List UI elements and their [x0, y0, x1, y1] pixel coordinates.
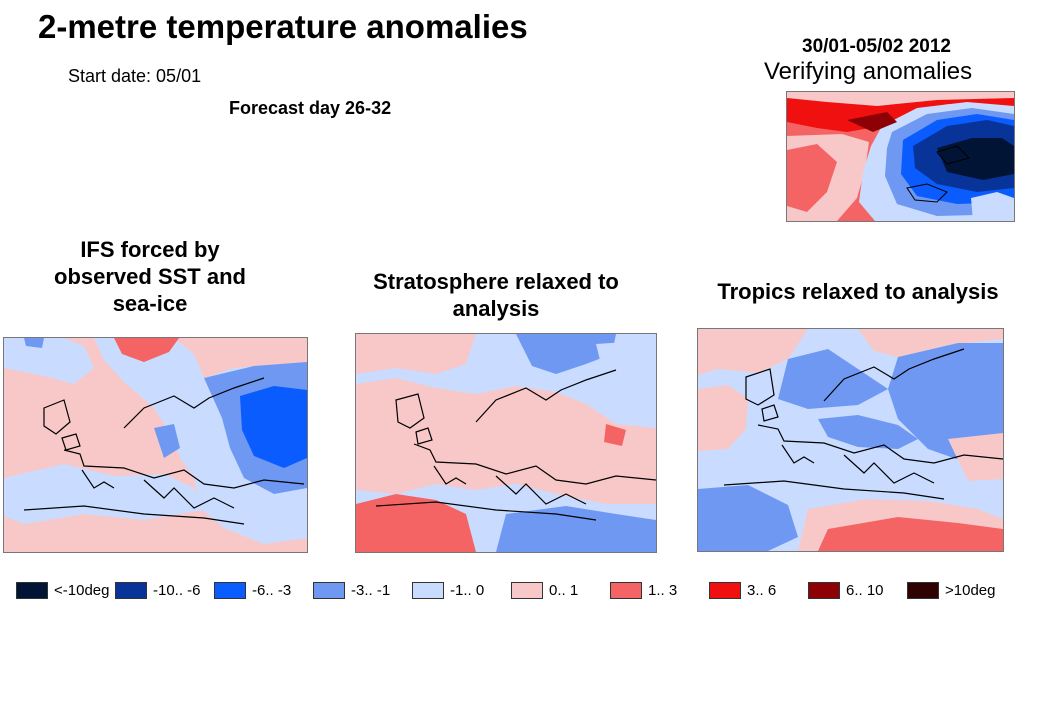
legend-swatch: [610, 582, 642, 599]
legend-label: 6.. 10: [846, 582, 884, 599]
legend-swatch: [907, 582, 939, 599]
legend-label: 3.. 6: [747, 582, 777, 599]
start-date: Start date: 05/01: [68, 66, 202, 86]
colour-legend: <-10deg -10.. -6 -6.. -3 -3.. -1 -1.. 0 0.. 1…: [16, 582, 1026, 604]
legend-label: -10.. -6: [153, 582, 201, 599]
page-title: 2-metre temperature anomalies: [38, 8, 528, 45]
legend-swatch: [412, 582, 444, 599]
legend-label: >10deg: [945, 582, 996, 599]
legend-label: <-10deg: [54, 582, 110, 599]
panel-title-stratosphere: Stratosphere relaxed to analysis: [373, 269, 619, 321]
legend-label: -3.. -1: [351, 582, 391, 599]
legend-label: -1.. 0: [450, 582, 485, 599]
forecast-day: Forecast day 26-32: [229, 98, 392, 118]
legend-label: 1.. 3: [648, 582, 678, 599]
legend-label: 0.. 1: [549, 582, 579, 599]
legend-swatch: [16, 582, 48, 599]
verifying-map: [786, 91, 1015, 222]
legend-swatch: [709, 582, 741, 599]
panel-title-ifs: IFS forced by observed SST and sea-ice: [54, 237, 246, 316]
ifs-forecast-map: [3, 337, 308, 553]
stratosphere-forecast-map: [355, 333, 657, 553]
legend-swatch: [511, 582, 543, 599]
legend-swatch: [115, 582, 147, 599]
verifying-label: Verifying anomalies: [764, 58, 973, 85]
verifying-date: 30/01-05/02 2012: [802, 36, 951, 57]
panel-title-tropics: Tropics relaxed to analysis: [717, 279, 999, 304]
legend-label: -6.. -3: [252, 582, 292, 599]
legend-swatch: [808, 582, 840, 599]
legend-swatch: [313, 582, 345, 599]
legend-swatch: [214, 582, 246, 599]
tropics-forecast-map: [697, 328, 1004, 552]
